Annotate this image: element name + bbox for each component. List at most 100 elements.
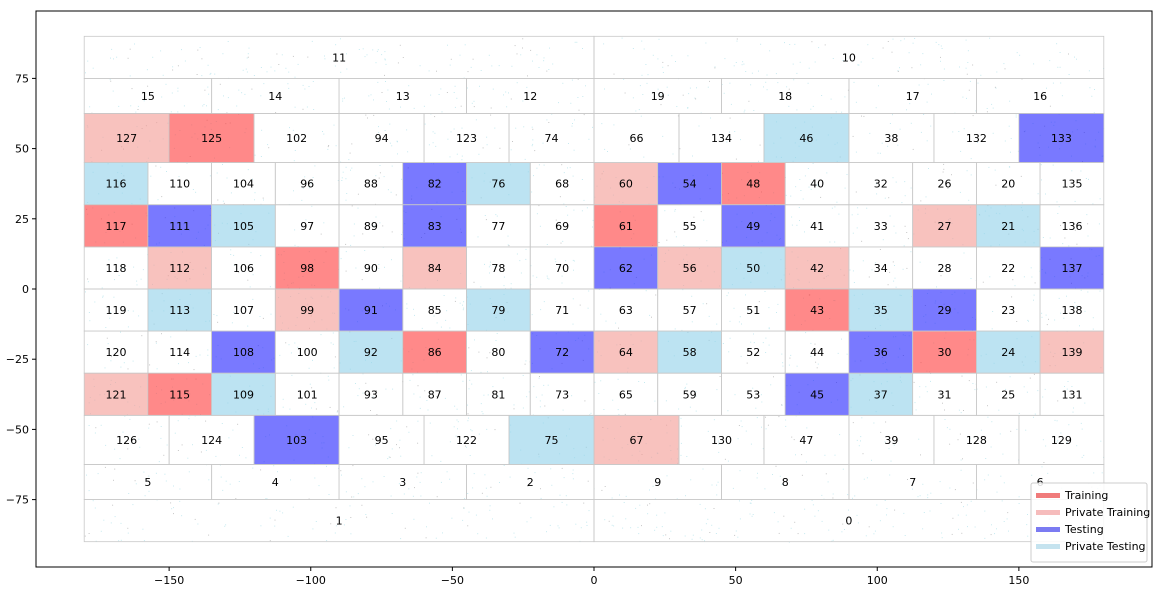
tile-label-89: 89 [364, 220, 378, 233]
scatter-point [967, 50, 969, 52]
tile-103 [253, 414, 340, 465]
scatter-point [219, 83, 221, 85]
scatter-point [165, 83, 167, 85]
scatter-point [876, 504, 878, 506]
scatter-point [304, 88, 306, 90]
scatter-point [499, 482, 500, 483]
scatter-point [652, 54, 654, 56]
scatter-point [140, 278, 142, 280]
scatter-point [942, 402, 943, 404]
scatter-point [816, 367, 818, 369]
scatter-point [692, 534, 694, 536]
scatter-point [927, 494, 929, 496]
scatter-point [177, 450, 179, 451]
scatter-point [873, 533, 875, 535]
scatter-point [443, 295, 445, 296]
scatter-point [1033, 63, 1035, 65]
scatter-point [485, 219, 487, 221]
scatter-point [227, 97, 229, 99]
scatter-point [1076, 243, 1078, 245]
scatter-point [131, 88, 133, 90]
scatter-point [919, 386, 921, 388]
scatter-point [267, 144, 269, 146]
scatter-point [1047, 472, 1049, 474]
scatter-point [583, 199, 585, 201]
scatter-point [982, 281, 984, 283]
scatter-point [941, 532, 943, 534]
scatter-point [772, 474, 773, 475]
scatter-point [687, 107, 689, 109]
scatter-point [738, 321, 740, 323]
scatter-point [910, 187, 912, 189]
scatter-point [1066, 441, 1068, 443]
scatter-point [163, 454, 165, 456]
scatter-point [974, 389, 976, 391]
scatter-point [1045, 193, 1046, 195]
scatter-point [855, 101, 857, 103]
scatter-point [1064, 386, 1065, 387]
scatter-point [987, 405, 988, 407]
scatter-point [1041, 179, 1042, 181]
scatter-point [364, 486, 366, 488]
scatter-point [230, 192, 232, 194]
scatter-point [244, 93, 246, 95]
scatter-point [879, 152, 881, 154]
scatter-point [940, 56, 941, 58]
scatter-point [368, 434, 370, 436]
scatter-point [722, 343, 724, 344]
scatter-point [143, 100, 145, 102]
tile-label-73: 73 [555, 388, 569, 401]
scatter-point [310, 183, 312, 185]
scatter-point [355, 267, 357, 269]
scatter-point [968, 380, 970, 382]
scatter-point [241, 447, 243, 448]
scatter-point [778, 532, 780, 534]
scatter-point [706, 303, 708, 305]
scatter-point [532, 60, 533, 62]
scatter-point [511, 65, 513, 67]
scatter-point [751, 515, 753, 517]
scatter-point [958, 528, 959, 530]
scatter-point [417, 442, 419, 444]
scatter-point [563, 180, 565, 182]
scatter-point [470, 429, 472, 431]
scatter-point [391, 231, 393, 233]
scatter-point [590, 245, 592, 247]
scatter-point [990, 446, 992, 448]
scatter-point [246, 57, 248, 59]
scatter-point [1026, 391, 1028, 393]
scatter-point [940, 60, 941, 62]
scatter-point [263, 199, 264, 201]
scatter-point [695, 395, 697, 397]
scatter-point [335, 145, 337, 147]
scatter-point [598, 393, 600, 394]
scatter-point [553, 506, 555, 508]
scatter-point [404, 527, 406, 529]
scatter-point [293, 160, 295, 162]
tile-label-68: 68 [555, 178, 569, 191]
scatter-point [305, 219, 307, 221]
scatter-point [538, 377, 540, 379]
scatter-point [736, 38, 738, 40]
scatter-point [434, 132, 436, 134]
scatter-point [314, 477, 316, 479]
scatter-point [201, 75, 203, 77]
scatter-point [607, 151, 608, 152]
scatter-point [247, 325, 249, 327]
scatter-point [414, 487, 415, 489]
scatter-point [696, 87, 697, 89]
scatter-point [886, 514, 887, 516]
scatter-point [391, 513, 393, 514]
scatter-point [330, 523, 332, 525]
scatter-point [480, 403, 482, 405]
scatter-point [522, 407, 524, 409]
scatter-point [728, 351, 730, 353]
tile-60 [593, 162, 659, 206]
scatter-point [750, 84, 752, 86]
tile-label-79: 79 [491, 304, 505, 317]
tile-label-30: 30 [938, 346, 952, 359]
scatter-point [364, 250, 366, 251]
scatter-point [343, 60, 345, 62]
scatter-point [173, 485, 174, 487]
scatter-point [340, 38, 341, 40]
